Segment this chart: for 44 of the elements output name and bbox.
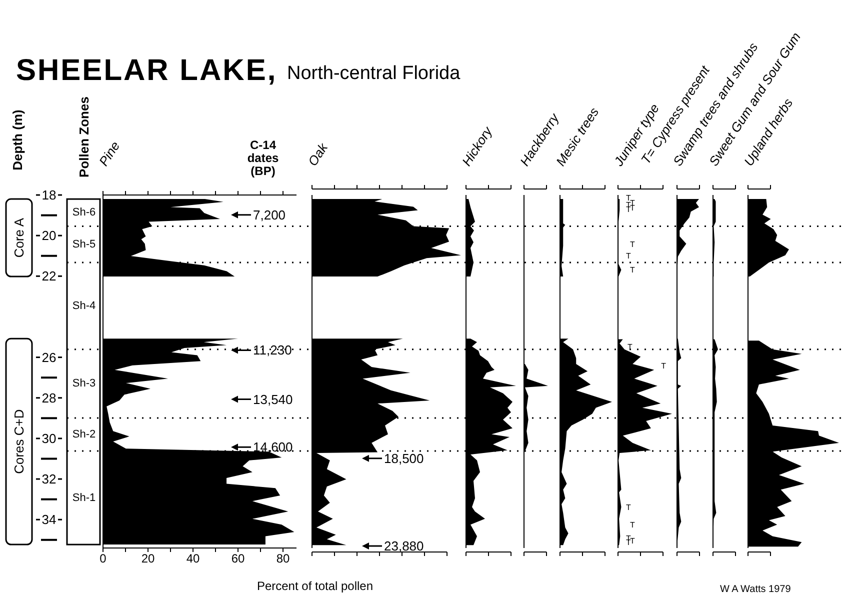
- x-tick-label: 60: [231, 552, 245, 566]
- x-tick-label: 80: [276, 552, 290, 566]
- text: Core A: [12, 218, 26, 258]
- y-tick-label: 20: [42, 228, 56, 244]
- annotation: T: [630, 536, 635, 546]
- text: Cores C+D: [12, 409, 26, 474]
- annotation: 7,200: [253, 207, 286, 222]
- annotation: 13,540: [253, 392, 293, 407]
- annotation: T: [661, 362, 666, 371]
- text: W A Watts 1979: [720, 584, 792, 595]
- text: Sh-2: [72, 428, 96, 440]
- y-tick-label: 28: [42, 390, 56, 406]
- y-axis-title: Depth (m): [10, 110, 25, 170]
- text: North-central Florida: [287, 63, 461, 84]
- annotation: 11,230: [253, 342, 292, 358]
- x-tick-label: 0: [100, 552, 107, 566]
- y-tick-label: 18: [42, 188, 56, 202]
- x-tick-label: 20: [141, 552, 155, 566]
- annotation: T: [630, 265, 635, 274]
- annotation: T: [630, 240, 635, 249]
- annotation: T: [626, 252, 631, 261]
- text: Sh-5: [72, 238, 96, 250]
- annotation: 14,600: [253, 440, 293, 455]
- y-tick-label: 32: [42, 472, 56, 487]
- annotation: T: [626, 502, 631, 512]
- text: Sh-4: [72, 300, 96, 312]
- text: C-14 dates (BP): [247, 138, 279, 178]
- text: Pollen Zones: [76, 96, 92, 178]
- annotation: T: [630, 520, 635, 530]
- annotation: 23,880: [384, 538, 424, 554]
- y-tick-label: 26: [42, 350, 56, 365]
- text: Sh-1: [72, 492, 96, 504]
- text: SHEELAR LAKE,: [16, 54, 278, 87]
- y-tick-label: 22: [42, 268, 56, 284]
- x-tick-label: 40: [186, 552, 200, 566]
- annotation: T: [626, 194, 631, 203]
- annotation: T: [630, 203, 635, 212]
- text: Sh-6: [72, 206, 96, 219]
- y-tick-label: 30: [42, 430, 56, 446]
- annotation: T: [626, 205, 631, 214]
- y-tick-label: 34: [42, 512, 56, 528]
- text: Sh-3: [72, 378, 96, 390]
- x-axis-title: Percent of total pollen: [256, 579, 374, 593]
- annotation: 18,500: [384, 450, 424, 466]
